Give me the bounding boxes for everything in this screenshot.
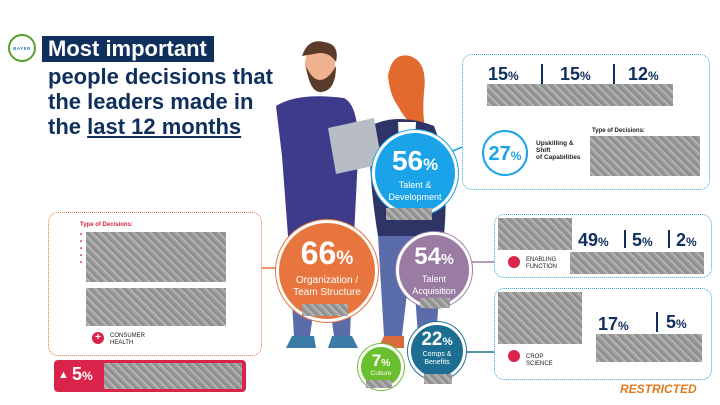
bayer-logo-text: BAYER xyxy=(13,46,31,51)
title-line-2: people decisions that xyxy=(48,64,273,89)
crop-science-label: CROP SCIENCE xyxy=(526,354,553,367)
title-line-4-prefix: the xyxy=(48,114,88,139)
redacted-block xyxy=(498,292,582,344)
consumer-health-icon: + xyxy=(92,332,104,344)
td-divider-2 xyxy=(613,64,615,84)
td-type-label: Type of Decisions: xyxy=(592,128,645,134)
redacted-block xyxy=(366,380,392,388)
org-type-label: Type of Decisions: xyxy=(80,222,133,228)
td-divider-1 xyxy=(541,64,543,84)
enabling-function-label: ENABLING FUNCTION xyxy=(526,257,557,270)
comps-stat-2: 5% xyxy=(666,312,687,332)
redacted-block xyxy=(498,218,572,250)
title-line-4: the last 12 months xyxy=(48,114,241,140)
redacted-block xyxy=(86,232,226,282)
redacted-block xyxy=(590,136,700,176)
td-stat-3: 12% xyxy=(628,64,659,84)
td-stat-2: 15% xyxy=(560,64,591,84)
upskilling-label: Upskilling & Shift of Capabilities xyxy=(536,140,581,161)
ta-stat-1: 49% xyxy=(578,230,609,250)
enabling-function-icon xyxy=(508,256,520,268)
redacted-block xyxy=(302,304,348,316)
td-stat-1: 15% xyxy=(488,64,519,84)
title-line-3: the leaders made in xyxy=(48,89,254,114)
ta-divider-1 xyxy=(624,230,626,248)
redacted-block xyxy=(420,298,450,308)
ta-stat-3: 2% xyxy=(676,230,697,250)
ta-divider-2 xyxy=(668,230,670,248)
comps-stat-1: 17% xyxy=(598,314,629,334)
talent-development-circle: 56% Talent & Development xyxy=(372,130,458,216)
ta-stat-2: 5% xyxy=(632,230,653,250)
redacted-block xyxy=(487,84,673,106)
title-highlight: Most important xyxy=(42,36,214,62)
upskilling-circle: 27% xyxy=(482,130,528,176)
comps-benefits-circle: 22% Comps & Benefits xyxy=(408,322,466,380)
redacted-block xyxy=(386,208,432,220)
consumer-health-label: CONSUMER HEALTH xyxy=(110,333,146,346)
talent-acquisition-circle: 54% Talent Acquisition xyxy=(396,232,472,308)
redacted-block xyxy=(596,334,702,362)
redacted-block xyxy=(86,288,226,326)
redacted-block xyxy=(424,374,452,384)
restricted-label: RESTRICTED xyxy=(620,382,697,396)
comps-divider-1 xyxy=(656,312,658,332)
redacted-block xyxy=(570,252,704,274)
crop-science-icon xyxy=(508,350,520,362)
title-underlined: last 12 months xyxy=(87,114,242,139)
org-bullets: • • • • • xyxy=(80,232,83,266)
redacted-block xyxy=(104,363,242,389)
warning-stat: 5% xyxy=(72,364,93,384)
bayer-logo xyxy=(8,34,36,62)
warning-icon: ▲ xyxy=(58,369,69,381)
